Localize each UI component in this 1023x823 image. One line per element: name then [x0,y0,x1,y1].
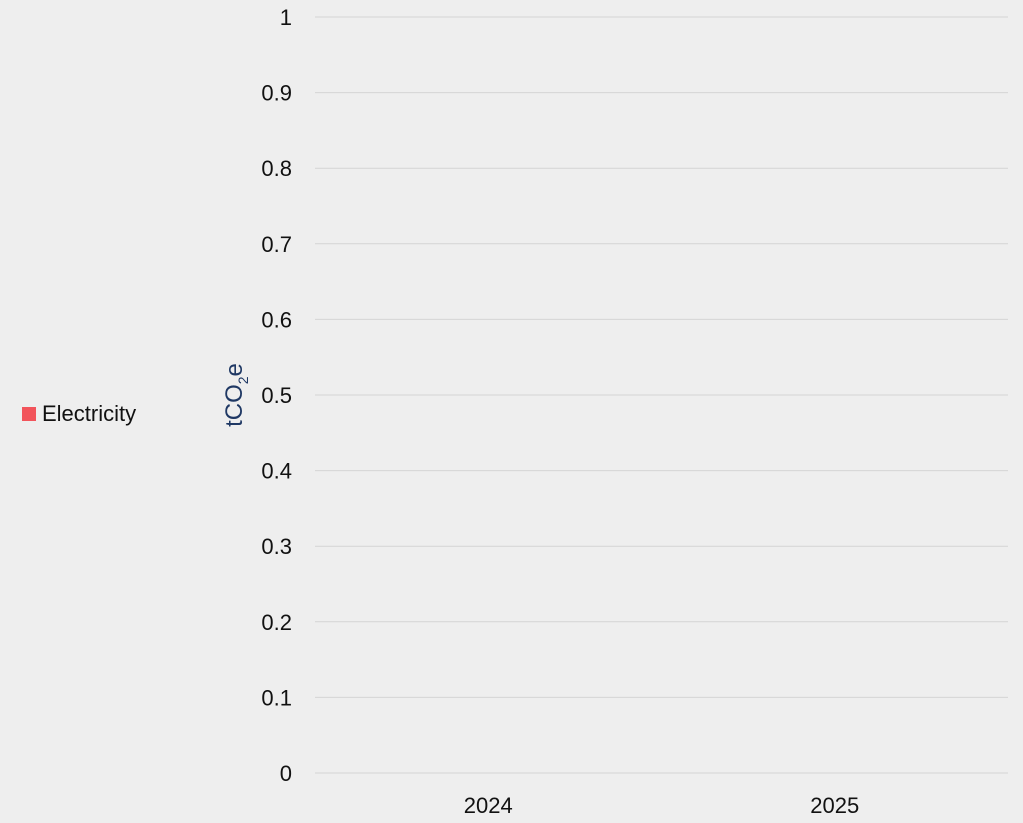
y-tick-label: 0.8 [261,156,292,181]
y-axis-title-tail: e [221,363,248,376]
legend-label-electricity: Electricity [42,401,137,426]
y-tick-label: 0.6 [261,307,292,332]
y-tick-label: 0.5 [261,383,292,408]
y-tick-label: 0.9 [261,81,292,106]
legend-swatch-electricity [22,407,36,421]
y-axis-title: tCO2e [221,363,251,427]
y-tick-label: 1 [280,5,292,30]
gridlines [315,16,1008,774]
y-axis-title-main: tCO [221,384,248,427]
y-tick-label: 0.2 [261,610,292,635]
x-tick-label: 2025 [810,793,859,818]
y-tick-label: 0.1 [261,685,292,710]
y-tick-labels: 0 0.1 0.2 0.3 0.4 0.5 0.6 0.7 0.8 0.9 1 [261,5,292,786]
x-tick-labels: 2024 2025 [464,793,859,818]
y-tick-label: 0 [280,761,292,786]
y-axis-title-subscript: 2 [235,376,251,384]
y-tick-label: 0.4 [261,459,292,484]
y-tick-label: 0.7 [261,232,292,257]
x-tick-label: 2024 [464,793,513,818]
chart-legend: Electricity [22,401,136,427]
y-tick-label: 0.3 [261,534,292,559]
